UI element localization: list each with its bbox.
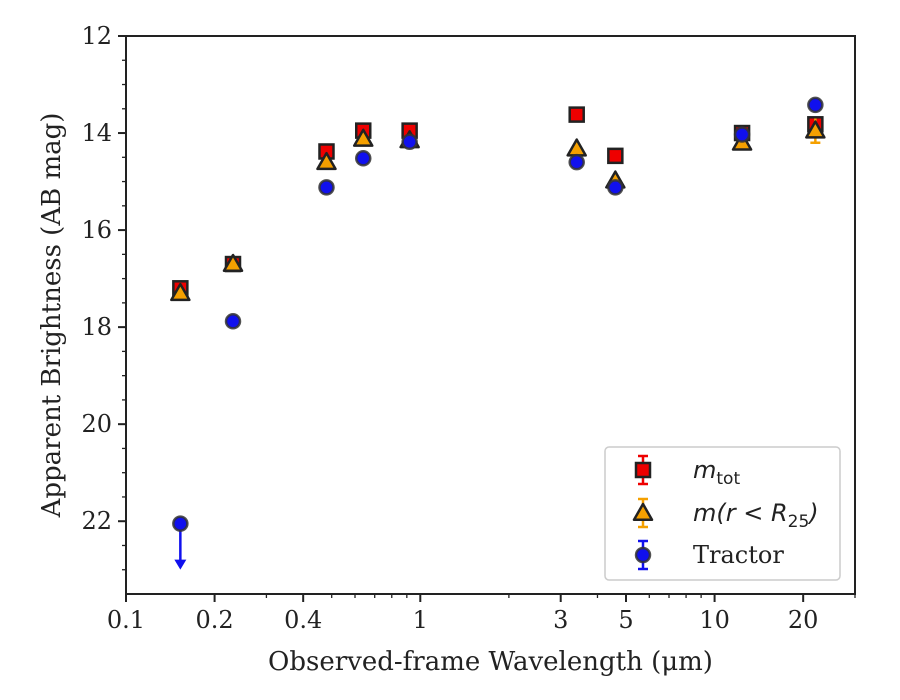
axes: 12 14 16 18 20 22 0.1 0.2 0.4 1 3 5 10 20: [81, 22, 856, 634]
x-tick-label: 0.4: [284, 606, 322, 634]
data-point: [353, 128, 374, 147]
x-tick-label: 0.2: [196, 606, 234, 634]
legend-label-main: m(r < R: [693, 499, 788, 527]
data-point: [401, 133, 418, 151]
legend-label-mr25: m(r < R25): [693, 499, 819, 532]
y-tick-label: 14: [81, 119, 112, 147]
legend-label-subscript: tot: [716, 469, 740, 489]
plot-marks: [170, 96, 826, 570]
data-point: [172, 515, 189, 532]
legend-label-main: Tractor: [693, 541, 784, 569]
data-point: [355, 150, 372, 167]
legend-label-tractor: Tractor: [693, 541, 784, 569]
y-tick-label: 20: [81, 410, 112, 438]
data-point: [607, 147, 624, 165]
x-axis-label: Observed-frame Wavelength (μm): [268, 647, 713, 677]
y-tick-label: 16: [81, 216, 112, 244]
y-tick-label: 18: [81, 313, 112, 341]
legend-marker-mr25: [632, 497, 654, 529]
legend-label-subscript: 25: [788, 512, 810, 532]
upper-limit-arrowhead: [174, 559, 187, 570]
x-tick-label: 3: [553, 606, 568, 634]
legend-label-main: m: [693, 456, 716, 484]
data-point: [222, 253, 244, 273]
data-point: [607, 179, 624, 196]
legend-label-tail: ): [807, 499, 818, 527]
legend-marker: [634, 546, 652, 564]
series-tractor: [172, 96, 824, 570]
data-point: [807, 96, 824, 114]
x-tick-label: 0.1: [107, 606, 145, 634]
data-point: [568, 153, 585, 171]
data-point: [733, 126, 751, 143]
data-point: [224, 313, 242, 330]
data-point: [316, 151, 337, 171]
data-point: [318, 179, 335, 196]
data-point: [805, 120, 826, 139]
x-tick-label: 20: [788, 606, 819, 634]
legend-marker: [634, 461, 652, 479]
data-point: [566, 138, 587, 157]
legend-marker-tractor: [634, 539, 652, 571]
y-tick-label: 22: [81, 507, 112, 535]
legend-box: [604, 446, 841, 581]
legend-marker: [632, 502, 654, 521]
series-mr25: [170, 118, 826, 302]
legend-marker-mtot: [634, 454, 652, 486]
legend-label-mtot: mtot: [693, 456, 740, 489]
plot-frame: [125, 35, 856, 595]
x-tick-label: 10: [699, 606, 730, 634]
y-tick-label: 12: [81, 22, 112, 50]
data-point: [568, 106, 585, 123]
series-mtot: [172, 106, 824, 297]
x-tick-label: 5: [618, 606, 633, 634]
legend: mtot m(r < R25) Tractor: [604, 446, 841, 581]
data-point: [170, 282, 191, 302]
x-tick-label: 1: [413, 606, 428, 634]
y-axis-label: Apparent Brightness (AB mag): [37, 113, 67, 519]
